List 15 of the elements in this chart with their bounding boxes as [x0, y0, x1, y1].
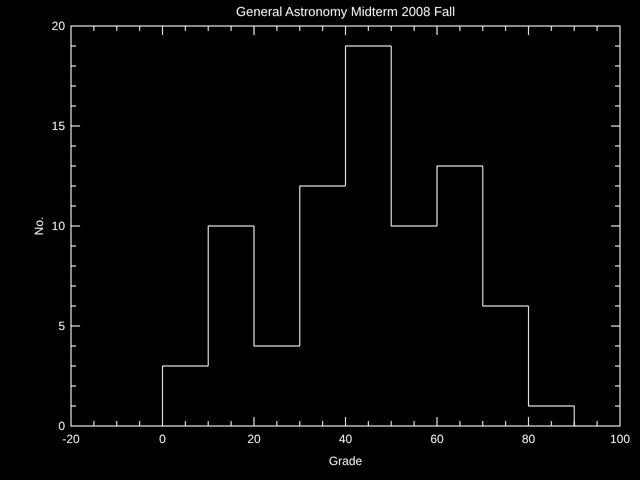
y-tick-label: 20: [52, 19, 66, 33]
y-tick-label: 10: [52, 219, 66, 233]
x-tick-label: 100: [610, 432, 630, 446]
y-tick-label: 5: [58, 319, 66, 333]
chart-title: General Astronomy Midterm 2008 Fall: [236, 4, 456, 19]
x-tick-label: 20: [247, 432, 261, 446]
x-axis-title: Grade: [328, 454, 362, 468]
y-tick-label: 0: [58, 419, 66, 433]
y-tick-label: 15: [52, 119, 66, 133]
x-tick-label: 80: [522, 432, 536, 446]
x-tick-label: 40: [338, 432, 352, 446]
x-tick-label: -20: [62, 432, 80, 446]
y-axis-title: No.: [32, 216, 46, 236]
x-tick-label: 0: [159, 432, 166, 446]
x-tick-label: 60: [430, 432, 444, 446]
